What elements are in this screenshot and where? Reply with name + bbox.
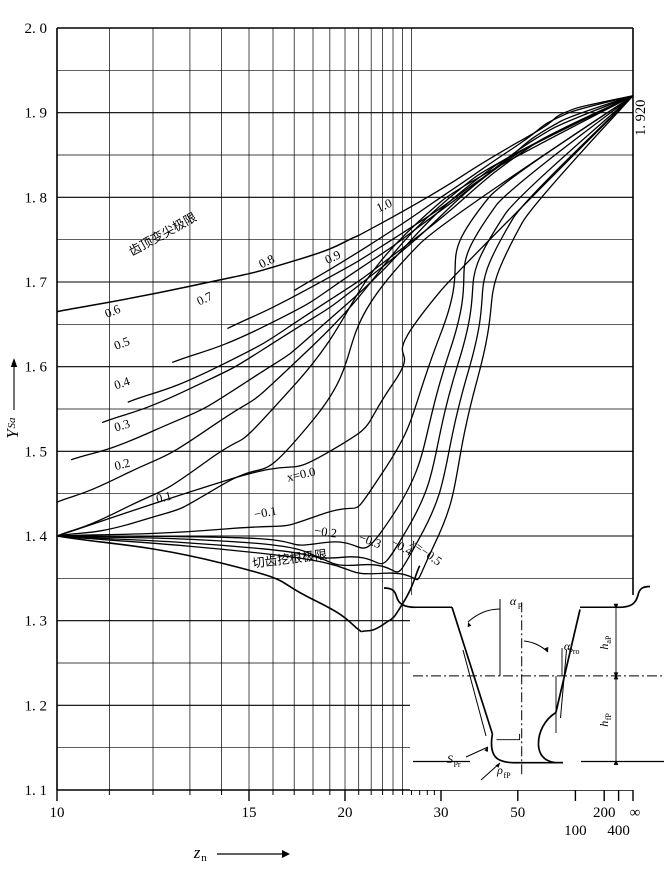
svg-text:1. 9: 1. 9 xyxy=(25,106,48,122)
svg-text:h: h xyxy=(597,721,611,727)
svg-text:α: α xyxy=(510,594,517,608)
svg-text:Sa: Sa xyxy=(6,417,18,429)
svg-text:15: 15 xyxy=(242,805,257,821)
svg-text:50: 50 xyxy=(510,805,525,821)
svg-text:100: 100 xyxy=(564,823,587,839)
svg-text:10: 10 xyxy=(50,805,65,821)
svg-text:400: 400 xyxy=(607,823,630,839)
svg-text:n: n xyxy=(201,852,207,864)
svg-text:∞: ∞ xyxy=(630,805,641,821)
svg-text:aP: aP xyxy=(604,635,613,644)
svg-text:1. 6: 1. 6 xyxy=(25,360,48,376)
svg-text:20: 20 xyxy=(338,805,353,821)
svg-text:1. 4: 1. 4 xyxy=(25,529,48,545)
svg-text:1. 7: 1. 7 xyxy=(25,275,48,291)
svg-text:2. 0: 2. 0 xyxy=(25,21,48,37)
svg-text:z: z xyxy=(193,843,201,862)
svg-text:Pr: Pr xyxy=(453,760,460,769)
svg-text:fP: fP xyxy=(604,713,613,721)
svg-text:P: P xyxy=(518,602,523,611)
svg-text:200: 200 xyxy=(593,805,616,821)
svg-text:ρ: ρ xyxy=(496,763,503,777)
svg-text:1. 1: 1. 1 xyxy=(25,783,48,799)
svg-text:1. 5: 1. 5 xyxy=(25,444,48,460)
svg-text:fP: fP xyxy=(503,771,511,780)
svg-text:1. 8: 1. 8 xyxy=(25,190,48,206)
svg-text:S: S xyxy=(447,752,453,766)
svg-text:1. 2: 1. 2 xyxy=(25,698,48,714)
svg-text:30: 30 xyxy=(434,805,449,821)
svg-text:1. 3: 1. 3 xyxy=(25,614,48,630)
svg-text:1. 920: 1. 920 xyxy=(633,100,649,136)
svg-text:Pro: Pro xyxy=(568,647,579,656)
